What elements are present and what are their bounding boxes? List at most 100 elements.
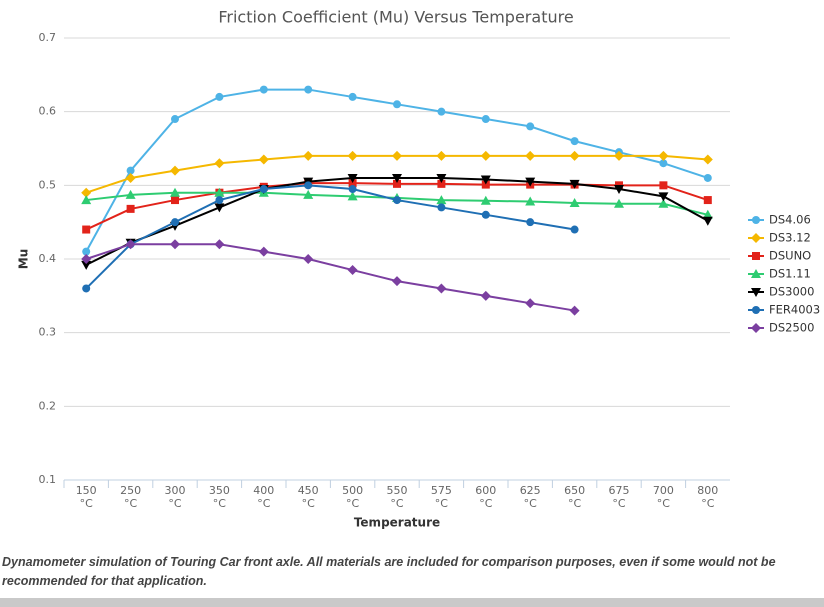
point xyxy=(170,187,180,197)
legend-marker xyxy=(752,252,760,260)
point xyxy=(348,179,357,188)
point xyxy=(81,254,92,264)
point xyxy=(702,209,713,219)
point xyxy=(81,187,92,198)
y-tick-label: 0.5 xyxy=(39,178,57,191)
legend-label: DS1.11 xyxy=(769,267,811,281)
x-tick-label: 625 °C xyxy=(519,484,541,510)
legend-label: FER4003 xyxy=(769,303,820,317)
point xyxy=(214,187,225,197)
point xyxy=(303,150,314,161)
point xyxy=(569,179,580,189)
x-tick-label: 350 °C xyxy=(208,484,230,510)
point xyxy=(125,172,136,183)
point xyxy=(258,154,269,165)
point xyxy=(82,247,91,256)
y-tick-label: 0.7 xyxy=(39,31,57,44)
x-tick-label: 650 °C xyxy=(564,484,586,510)
point xyxy=(347,265,358,276)
x-tick-label: 300 °C xyxy=(164,484,186,510)
point xyxy=(569,305,580,316)
x-tick-label: 700 °C xyxy=(652,484,674,510)
legend-label: DS4.06 xyxy=(769,213,811,227)
point xyxy=(703,196,712,205)
point xyxy=(258,246,269,257)
legend-marker xyxy=(752,306,760,314)
x-tick-label: 600 °C xyxy=(475,484,497,510)
legend-marker xyxy=(752,216,760,224)
series-line xyxy=(85,176,709,266)
x-tick-label: 550 °C xyxy=(386,484,408,510)
chart-title: Friction Coefficient (Mu) Versus Tempera… xyxy=(218,8,573,27)
point xyxy=(702,154,713,165)
footer-bar xyxy=(0,598,824,607)
point xyxy=(259,185,268,194)
chart: Friction Coefficient (Mu) Versus Tempera… xyxy=(17,8,821,530)
point xyxy=(125,239,136,250)
point xyxy=(214,203,225,213)
point xyxy=(82,225,91,234)
series-line xyxy=(85,184,575,290)
point xyxy=(436,150,447,161)
legend-marker xyxy=(751,233,761,243)
point xyxy=(614,150,624,161)
point xyxy=(659,159,668,168)
point xyxy=(480,150,491,161)
point xyxy=(658,198,669,208)
point xyxy=(570,225,579,234)
point xyxy=(347,191,358,201)
point xyxy=(569,150,580,161)
point xyxy=(480,175,491,185)
point xyxy=(82,284,91,293)
y-tick-label: 0.3 xyxy=(39,326,57,339)
y-axis-label: Mu xyxy=(17,249,31,269)
point xyxy=(525,177,536,187)
point xyxy=(215,196,224,205)
point xyxy=(347,173,358,183)
point xyxy=(703,173,712,182)
point xyxy=(437,107,446,116)
point xyxy=(526,122,535,131)
point xyxy=(214,158,225,169)
point xyxy=(702,216,713,226)
y-tick-label: 0.1 xyxy=(39,473,57,486)
point xyxy=(125,189,136,199)
point xyxy=(215,92,224,101)
point xyxy=(126,166,135,175)
point xyxy=(392,276,402,287)
point xyxy=(171,218,179,227)
point xyxy=(126,204,135,213)
point xyxy=(393,100,401,109)
point xyxy=(480,290,491,301)
point xyxy=(481,180,490,189)
x-tick-label: 250 °C xyxy=(120,484,142,510)
y-tick-label: 0.2 xyxy=(39,399,57,412)
x-tick-label: 800 °C xyxy=(697,484,719,510)
point xyxy=(304,85,313,94)
point xyxy=(259,85,268,94)
x-tick-label: 450 °C xyxy=(297,484,319,510)
point xyxy=(659,181,668,190)
point xyxy=(393,196,401,205)
point xyxy=(525,298,536,309)
point xyxy=(526,218,535,227)
legend-marker xyxy=(751,269,761,278)
x-tick-label: 575 °C xyxy=(430,484,452,510)
point xyxy=(303,254,314,264)
point xyxy=(481,115,490,124)
y-tick-label: 0.4 xyxy=(39,252,57,265)
point xyxy=(481,210,490,219)
point xyxy=(392,173,402,183)
point xyxy=(348,185,357,194)
point xyxy=(569,198,580,208)
point xyxy=(171,115,179,124)
point xyxy=(171,196,179,205)
caption: Dynamometer simulation of Touring Car fr… xyxy=(2,555,776,588)
point xyxy=(170,239,180,250)
legend-label: DS3000 xyxy=(769,285,814,299)
point xyxy=(658,150,669,161)
point xyxy=(214,239,225,250)
x-tick-label: 675 °C xyxy=(608,484,630,510)
point xyxy=(436,195,447,205)
